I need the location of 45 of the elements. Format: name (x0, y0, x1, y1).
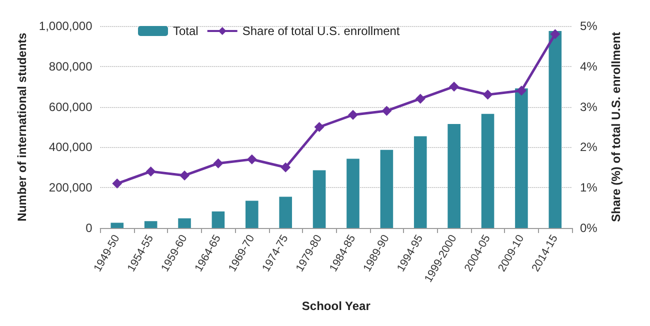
bar (110, 222, 124, 228)
bar (448, 124, 460, 228)
bar (178, 218, 191, 228)
bar (515, 88, 528, 228)
point (246, 154, 257, 164)
y-tick-label: 200,000 (48, 180, 93, 195)
point (348, 110, 358, 120)
y-tick-label: 0 (86, 221, 93, 235)
bar (380, 150, 394, 228)
y-tick-label: 600,000 (48, 100, 93, 114)
bar (312, 170, 326, 228)
bar (279, 196, 292, 228)
point (146, 166, 156, 176)
legend-label: Total (173, 24, 198, 38)
point (550, 29, 560, 40)
y2-tick-label: 5% (580, 19, 598, 33)
bar (481, 114, 494, 228)
bar (212, 211, 225, 228)
point (112, 178, 122, 189)
point (280, 162, 291, 172)
y2-axis-title: Share (%) of total U.S. enrollment (609, 32, 623, 222)
bar (246, 200, 258, 228)
y-tick-label: 1,000,000 (38, 19, 93, 33)
bar (414, 136, 427, 228)
point (516, 86, 526, 96)
point (449, 82, 460, 92)
y2-tick-label: 1% (580, 180, 598, 195)
y-tick-label: 400,000 (48, 140, 93, 154)
point (482, 90, 493, 100)
y2-tick-label: 4% (580, 59, 598, 74)
point (180, 170, 190, 180)
point (314, 122, 324, 132)
y2-tick-label: 2% (580, 140, 598, 154)
point (415, 94, 426, 104)
bar (548, 31, 562, 228)
bar (144, 221, 158, 228)
y2-tick-label: 0% (580, 221, 598, 235)
bar (346, 158, 360, 228)
y-axis-title: Number of international students (15, 32, 29, 222)
point (382, 106, 392, 116)
y2-tick-label: 3% (580, 100, 598, 114)
point (213, 158, 224, 168)
x-axis-title: School Year (302, 299, 371, 313)
legend-label: Share of total U.S. enrollment (242, 24, 400, 38)
y-tick-label: 800,000 (48, 59, 93, 74)
